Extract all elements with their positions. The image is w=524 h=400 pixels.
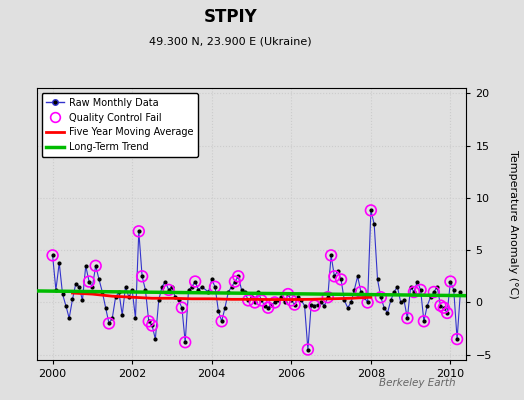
Point [363, 299, 372, 306]
Point [357, 289, 365, 295]
Point [324, 294, 332, 300]
Point [453, 336, 461, 342]
Point [337, 276, 345, 283]
Point [420, 318, 428, 324]
Text: 49.300 N, 23.900 E (Ukraine): 49.300 N, 23.900 E (Ukraine) [149, 36, 312, 46]
Point [436, 302, 445, 309]
Point [48, 252, 57, 258]
Point [181, 339, 189, 346]
Text: Berkeley Earth: Berkeley Earth [379, 378, 456, 388]
Point [250, 299, 259, 306]
Point [403, 315, 411, 321]
Point [440, 304, 448, 311]
Point [410, 289, 418, 295]
Point [310, 302, 319, 309]
Point [270, 299, 279, 306]
Point [145, 318, 153, 324]
Point [165, 287, 173, 293]
Point [234, 273, 243, 280]
Point [138, 273, 146, 280]
Y-axis label: Temperature Anomaly (°C): Temperature Anomaly (°C) [508, 150, 518, 298]
Point [327, 252, 335, 258]
Point [304, 346, 312, 353]
Point [85, 278, 93, 285]
Point [244, 297, 253, 304]
Point [417, 287, 425, 293]
Point [443, 310, 451, 316]
Point [377, 294, 385, 300]
Point [330, 273, 339, 280]
Point [287, 297, 296, 304]
Point [290, 301, 299, 308]
Point [178, 304, 186, 311]
Text: STPIY: STPIY [204, 8, 257, 26]
Point [217, 318, 226, 324]
Point [430, 289, 438, 295]
Point [211, 284, 219, 290]
Point [135, 228, 143, 234]
Point [92, 263, 100, 269]
Point [257, 297, 266, 304]
Point [105, 320, 113, 326]
Point [148, 322, 156, 329]
Point [367, 207, 375, 214]
Point [446, 278, 455, 285]
Point [264, 304, 272, 311]
Legend: Raw Monthly Data, Quality Control Fail, Five Year Moving Average, Long-Term Tren: Raw Monthly Data, Quality Control Fail, … [41, 93, 198, 157]
Point [231, 278, 239, 285]
Point [284, 291, 292, 297]
Point [191, 278, 199, 285]
